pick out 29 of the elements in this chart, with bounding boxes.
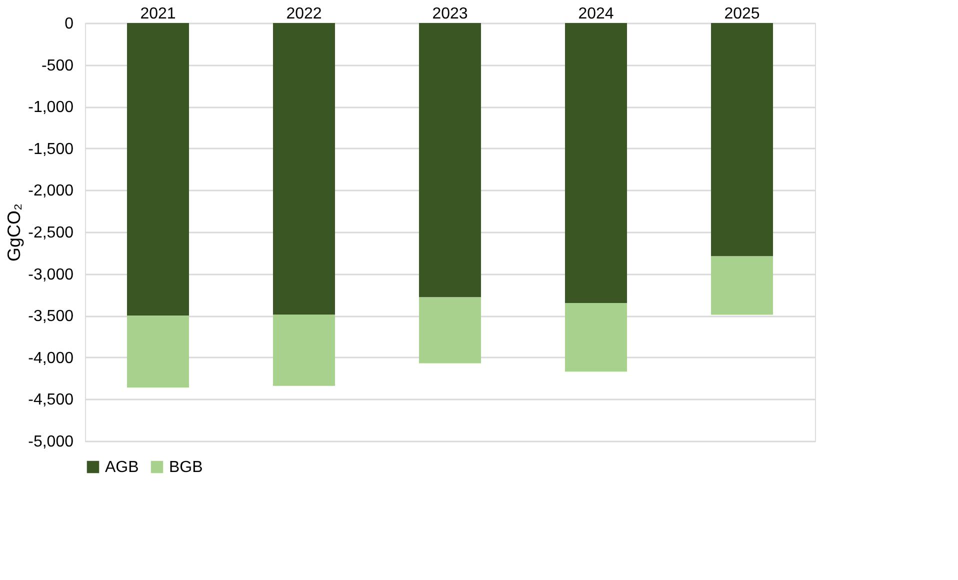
y-tick-label: -4,000 xyxy=(28,350,74,367)
legend-label: BGB xyxy=(169,459,203,476)
bar xyxy=(711,256,773,315)
bar xyxy=(565,303,627,372)
x-tick-label: 2023 xyxy=(432,6,468,22)
x-tick-label: 2025 xyxy=(724,6,760,22)
bar xyxy=(273,23,335,315)
bar xyxy=(127,316,189,388)
y-tick-label: -2,000 xyxy=(28,182,74,200)
y-tick-label: -3,500 xyxy=(28,308,74,326)
x-tick-label: 2021 xyxy=(140,6,176,22)
legend-label: AGB xyxy=(105,459,139,476)
y-tick-label: -500 xyxy=(41,57,74,74)
bar xyxy=(419,297,481,364)
y-tick-label: -1,000 xyxy=(28,99,74,116)
y-tick-label: 0 xyxy=(64,16,74,32)
bar xyxy=(127,23,189,316)
y-axis-title: GgCO₂ xyxy=(4,203,24,262)
bar xyxy=(273,314,335,386)
x-tick-label: 2022 xyxy=(286,6,322,22)
x-tick-label: 2024 xyxy=(578,6,614,22)
y-tick-label: -2,500 xyxy=(28,224,74,242)
y-tick-label: -5,000 xyxy=(28,434,74,450)
y-tick-label: -4,500 xyxy=(28,392,74,409)
y-tick-label: -1,500 xyxy=(28,140,74,158)
bar xyxy=(419,23,481,298)
bar xyxy=(711,23,773,256)
bar xyxy=(565,23,627,304)
y-tick-label: -3,000 xyxy=(28,266,74,284)
